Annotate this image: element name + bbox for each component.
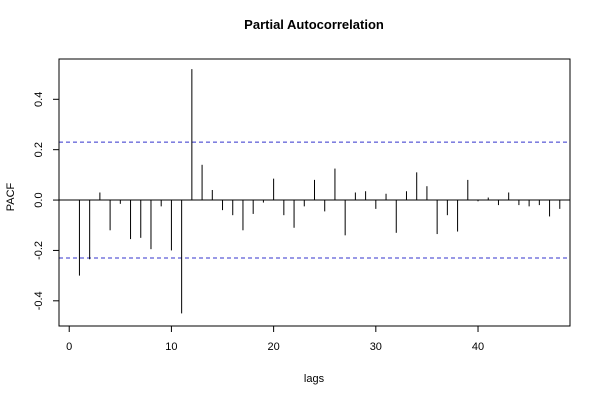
x-tick-label: 0 xyxy=(66,341,72,353)
y-tick-label: 0.4 xyxy=(33,92,45,107)
y-tick-label: -0.2 xyxy=(33,241,45,260)
y-tick-label: 0.0 xyxy=(33,192,45,207)
y-tick-label: -0.4 xyxy=(33,291,45,310)
chart-title: Partial Autocorrelation xyxy=(244,17,384,32)
x-tick-label: 30 xyxy=(370,341,382,353)
x-tick-label: 20 xyxy=(267,341,279,353)
x-axis-label: lags xyxy=(304,373,325,385)
chart-marks: 0 10 20 30 40 -0.4 -0.2 0.0 0.2 0.4 xyxy=(33,69,570,353)
x-tick-label: 40 xyxy=(472,341,484,353)
y-tick-label: 0.2 xyxy=(33,142,45,157)
y-axis-label: PACF xyxy=(5,182,17,211)
x-tick-label: 10 xyxy=(165,341,177,353)
